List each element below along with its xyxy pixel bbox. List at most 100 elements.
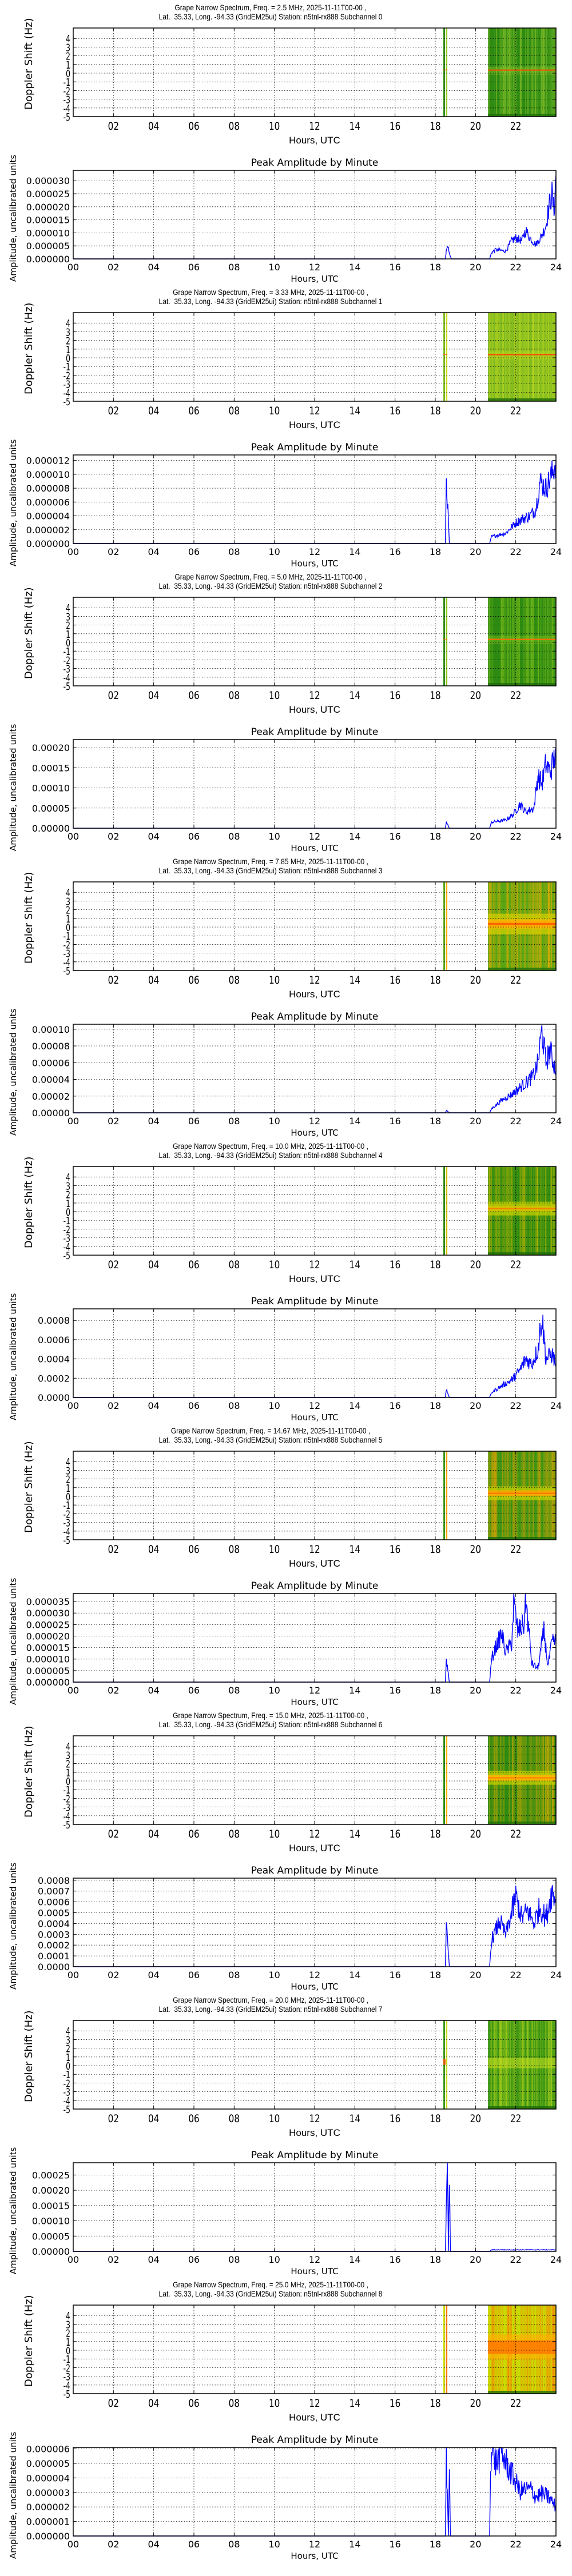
amplitude-title: Peak Amplitude by Minute: [251, 1865, 379, 1876]
x-tick-label: 08: [229, 689, 240, 702]
amplitude-x-axis-label: Hours, UTC: [291, 1697, 339, 1707]
x-tick-label: 18: [430, 831, 441, 842]
y-tick-label: 0.000008: [26, 483, 70, 494]
x-tick-label: 20: [470, 974, 481, 987]
x-tick-label: 08: [228, 1970, 240, 1980]
x-tick-label: 02: [108, 2539, 119, 2550]
y-tick-label: 2: [66, 904, 70, 916]
y-tick-label: 4: [66, 33, 70, 45]
x-tick-label: 18: [430, 1685, 441, 1696]
x-tick-label: 18: [430, 1259, 440, 1271]
amplitude-line: [73, 1593, 557, 1683]
spectrogram-y-axis-label: Doppler Shift (Hz): [23, 18, 35, 110]
x-tick-label: 16: [390, 1543, 400, 1556]
y-tick-label: -2: [63, 2078, 70, 2090]
y-tick-label: 0.000005: [26, 1666, 70, 1676]
y-tick-label: 0: [66, 2345, 70, 2357]
y-tick-label: -1: [63, 646, 70, 658]
x-tick-label: 18: [430, 689, 440, 702]
amplitude-x-axis-label: Hours, UTC: [291, 2266, 339, 2277]
x-tick-label: 04: [148, 2397, 159, 2410]
x-tick-label: 00: [67, 1970, 79, 1980]
y-tick-label: -2: [63, 1224, 70, 1236]
x-tick-label: 20: [470, 689, 481, 702]
y-tick-label: 0: [66, 68, 70, 80]
y-tick-label: -1: [63, 361, 70, 373]
x-tick-label: 02: [108, 1400, 119, 1411]
x-tick-label: 20: [470, 1828, 481, 1840]
amplitude-title: Peak Amplitude by Minute: [251, 2434, 379, 2446]
x-tick-label: 14: [349, 405, 360, 417]
y-tick-label: -1: [63, 1500, 70, 1512]
x-tick-label: 12: [309, 120, 320, 133]
y-tick-label: 2: [66, 1189, 70, 1201]
x-tick-label: 16: [389, 1685, 400, 1696]
y-tick-label: -3: [63, 1232, 70, 1244]
x-tick-label: 20: [470, 2397, 481, 2410]
x-tick-label: 12: [309, 974, 320, 987]
y-tick-label: 0: [66, 637, 70, 649]
x-tick-label: 14: [349, 2112, 360, 2125]
y-tick-label: -2: [63, 2362, 70, 2374]
x-tick-label: 22: [510, 689, 521, 702]
y-tick-label: 0.00020: [32, 742, 70, 753]
x-tick-label: 16: [389, 1400, 400, 1411]
amplitude-y-axis-label: Amplitude, uncalibrated units: [8, 1008, 18, 1136]
x-tick-label: 24: [550, 1116, 562, 1127]
x-tick-label: 14: [349, 1259, 360, 1271]
x-tick-label: 04: [148, 831, 159, 842]
x-tick-label: 14: [349, 1828, 360, 1840]
x-tick-label: 20: [470, 2539, 481, 2550]
amplitude-line: [73, 175, 557, 259]
x-tick-label: 22: [510, 831, 521, 842]
y-tick-label: -4: [63, 387, 70, 399]
spectrogram-title-line-2: Lat. 35.33, Long. -94.33 (GridEM25ui) St…: [158, 297, 383, 306]
x-tick-label: 10: [269, 405, 280, 417]
x-tick-label: 24: [550, 2539, 562, 2550]
x-tick-label: 14: [349, 1400, 360, 1411]
x-tick-label: 16: [390, 120, 400, 133]
y-tick-label: 1: [66, 1767, 70, 1779]
y-tick-label: 2: [66, 50, 70, 62]
y-tick-label: 4: [66, 887, 70, 899]
x-tick-label: 10: [268, 546, 280, 557]
x-tick-label: 02: [108, 262, 119, 273]
x-tick-label: 22: [510, 262, 521, 273]
y-tick-label: 0.00020: [32, 2185, 70, 2196]
y-tick-label: 1: [66, 59, 70, 71]
y-tick-label: 0: [66, 922, 70, 934]
x-tick-label: 20: [470, 1400, 481, 1411]
y-tick-label: 0.000000: [26, 1677, 70, 1688]
y-tick-label: 0.000000: [26, 2531, 70, 2542]
x-tick-label: 02: [108, 1970, 119, 1980]
x-tick-label: 12: [309, 831, 320, 842]
spectrogram-title-line-1: Grape Narrow Spectrum, Freq. = 10.0 MHz,…: [173, 1141, 368, 1151]
x-tick-label: 14: [349, 831, 360, 842]
spectrogram-title-line-1: Grape Narrow Spectrum, Freq. = 20.0 MHz,…: [173, 1995, 368, 2004]
x-tick-label: 20: [470, 405, 481, 417]
x-tick-label: 22: [510, 974, 521, 987]
amplitude-x-axis-label: Hours, UTC: [291, 274, 339, 284]
y-tick-label: -1: [63, 77, 70, 89]
x-tick-label: 06: [188, 1970, 200, 1980]
y-tick-label: 4: [66, 318, 70, 330]
y-tick-label: -2: [63, 1793, 70, 1805]
amplitude-title: Peak Amplitude by Minute: [251, 1580, 379, 1592]
amplitude-plot: 0.00000.00010.00020.00030.00040.00050.00…: [38, 1875, 562, 1980]
x-tick-label: 04: [148, 546, 159, 557]
y-tick-label: -3: [63, 1517, 70, 1529]
x-tick-label: 22: [510, 405, 521, 417]
amplitude-x-axis-label: Hours, UTC: [291, 843, 339, 853]
y-tick-label: 0.00000: [32, 1108, 70, 1119]
x-tick-label: 10: [269, 1828, 280, 1840]
y-tick-label: 0.000002: [26, 2502, 70, 2513]
y-tick-label: 0.000005: [26, 241, 70, 251]
x-tick-label: 22: [510, 2254, 521, 2265]
x-tick-label: 10: [268, 1116, 280, 1127]
spectrogram-title-line-1: Grape Narrow Spectrum, Freq. = 14.67 MHz…: [170, 1426, 371, 1435]
x-tick-label: 00: [67, 2254, 79, 2265]
x-tick-label: 22: [510, 1116, 521, 1127]
amplitude-y-axis-label: Amplitude, uncalibrated units: [8, 154, 18, 282]
y-tick-label: -2: [63, 1508, 70, 1520]
